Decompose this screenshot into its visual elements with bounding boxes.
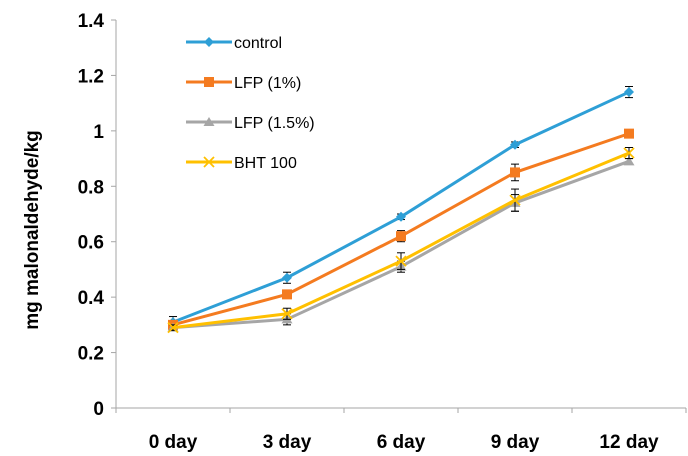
data-point	[624, 87, 634, 98]
marker-x-stroke	[203, 156, 215, 168]
data-point	[510, 167, 520, 178]
y-tick-label: 1.4	[78, 11, 105, 32]
y-tick-label: 1.2	[78, 66, 104, 87]
legend-item: control	[186, 35, 282, 52]
chart-series	[167, 86, 635, 334]
y-tick-label: 1	[93, 122, 104, 143]
legend-item: LFP (1.5%)	[186, 115, 315, 132]
legend-label: LFP (1%)	[234, 75, 301, 92]
legend-item: BHT 100	[186, 155, 297, 172]
x-tick-label: 3 day	[263, 432, 312, 453]
marker-x-stroke	[623, 147, 635, 159]
data-point	[396, 211, 406, 222]
chart-legend: control LFP (1%) LFP (1.5%) BHT 100	[186, 35, 315, 172]
y-tick-label: 0.6	[78, 233, 104, 254]
data-point	[167, 321, 179, 334]
x-tick-label: 9 day	[491, 432, 540, 453]
data-point	[624, 128, 634, 139]
y-tick-label: 0.2	[78, 344, 104, 365]
marker-x-stroke	[395, 255, 407, 267]
legend-marker	[203, 156, 215, 168]
data-point	[395, 255, 407, 267]
data-point	[282, 289, 292, 300]
data-point	[396, 231, 406, 242]
legend-marker	[204, 37, 214, 47]
y-tick-label: 0	[93, 399, 104, 420]
data-point	[623, 147, 635, 159]
y-tick-label: 0.4	[78, 288, 105, 309]
series-bht-100	[167, 146, 635, 334]
legend-label: BHT 100	[234, 155, 297, 172]
y-axis-label: mg malonaldehyde/kg	[22, 130, 43, 330]
y-tick-labels: 0 0.2 0.4 0.6 0.8 1 1.2 1.4	[78, 11, 105, 420]
x-tick-label: 12 day	[599, 432, 659, 453]
legend-marker	[203, 117, 215, 126]
data-point	[510, 139, 520, 150]
legend-item: LFP (1%)	[186, 75, 301, 92]
x-tick-label: 0 day	[149, 432, 198, 453]
data-point	[509, 194, 521, 206]
marker-x-stroke	[509, 194, 521, 206]
y-tick-label: 0.8	[78, 177, 104, 198]
legend-marker	[204, 77, 214, 87]
marker-x-stroke	[281, 308, 293, 320]
data-point	[281, 308, 293, 320]
legend-label: LFP (1.5%)	[234, 115, 315, 132]
series-lfp-1-5	[167, 156, 635, 332]
series-line	[172, 159, 630, 330]
chart-axes	[111, 19, 687, 413]
x-tick-labels: 0 day 3 day 6 day 9 day 12 day	[149, 432, 659, 453]
marker-x-stroke	[167, 321, 179, 334]
x-tick-label: 6 day	[377, 432, 426, 453]
legend-label: control	[234, 35, 282, 52]
data-point	[623, 156, 635, 166]
data-point	[282, 272, 292, 283]
